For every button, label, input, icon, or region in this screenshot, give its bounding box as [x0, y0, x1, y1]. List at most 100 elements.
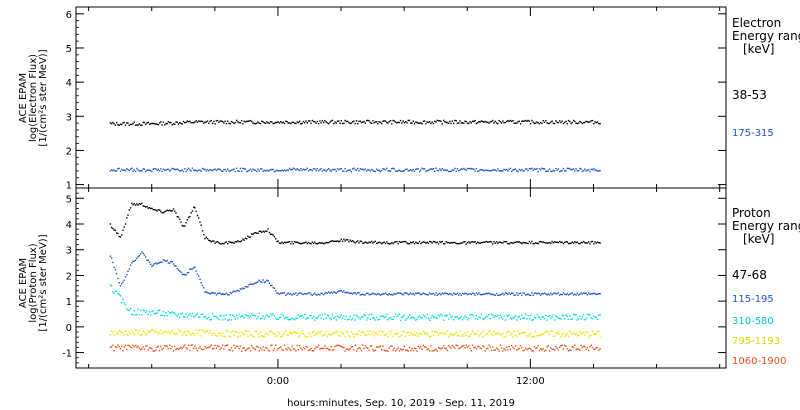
data-point	[201, 284, 204, 287]
data-point	[136, 257, 138, 259]
data-point	[141, 251, 143, 253]
data-point	[293, 319, 296, 321]
data-point	[531, 336, 533, 338]
data-point	[353, 348, 355, 351]
data-point	[174, 345, 176, 348]
data-point	[411, 316, 413, 319]
data-point	[415, 319, 417, 321]
data-point	[413, 317, 416, 320]
data-point	[147, 349, 149, 351]
data-point	[319, 294, 321, 296]
data-point	[391, 242, 393, 244]
data-point	[329, 349, 331, 351]
data-point	[177, 269, 180, 271]
data-point	[576, 319, 578, 321]
data-point	[201, 167, 204, 170]
data-point	[277, 347, 279, 350]
data-point	[194, 266, 196, 268]
data-point	[560, 318, 562, 320]
data-point	[420, 332, 422, 335]
data-point	[533, 335, 536, 338]
data-point	[543, 350, 546, 352]
data-point	[512, 317, 514, 319]
data-point	[595, 293, 597, 296]
data-point	[577, 122, 580, 124]
data-point	[227, 120, 229, 122]
data-point	[484, 350, 486, 352]
data-point	[203, 168, 205, 170]
data-point	[235, 345, 238, 347]
data-point	[499, 294, 502, 296]
data-point	[490, 120, 493, 123]
data-point	[131, 123, 133, 126]
data-point	[503, 240, 505, 243]
data-point	[286, 241, 288, 243]
data-point	[523, 331, 525, 334]
data-point	[512, 169, 514, 171]
data-point	[264, 347, 267, 349]
data-point	[340, 168, 342, 170]
data-point	[474, 119, 476, 122]
data-point	[317, 315, 320, 318]
data-point	[378, 121, 380, 123]
data-point	[513, 348, 515, 350]
data-point	[547, 122, 549, 125]
data-point	[589, 170, 591, 173]
data-point	[193, 332, 195, 335]
electron-legend-38-53: 38-53	[732, 88, 767, 102]
data-point	[450, 241, 452, 244]
data-point	[528, 334, 531, 336]
data-point	[344, 240, 346, 242]
data-point	[459, 242, 461, 245]
data-point	[218, 121, 220, 123]
data-point	[499, 241, 502, 243]
data-point	[440, 241, 442, 244]
data-point	[583, 240, 585, 243]
data-point	[355, 120, 358, 122]
data-point	[195, 314, 197, 316]
data-point	[494, 169, 496, 171]
data-point	[575, 348, 577, 351]
data-point	[420, 122, 422, 124]
data-point	[394, 170, 397, 172]
data-point	[291, 332, 293, 335]
data-point	[596, 293, 599, 295]
data-point	[577, 170, 580, 172]
data-point	[258, 122, 260, 124]
data-point	[285, 316, 287, 318]
series-1060-1900	[109, 344, 601, 352]
data-point	[319, 169, 321, 171]
data-point	[492, 314, 494, 316]
data-point	[513, 168, 515, 171]
data-point	[134, 124, 137, 126]
data-point	[421, 316, 423, 319]
data-point	[184, 225, 186, 227]
data-point	[509, 317, 512, 319]
data-point	[232, 350, 234, 352]
data-point	[179, 316, 181, 318]
data-point	[483, 318, 485, 320]
data-point	[292, 243, 295, 245]
data-point	[410, 122, 412, 124]
data-point	[230, 319, 233, 321]
data-point	[354, 344, 356, 346]
data-point	[206, 292, 209, 294]
data-point	[507, 349, 509, 351]
data-point	[531, 350, 533, 352]
data-point	[562, 242, 565, 245]
data-point	[468, 345, 470, 347]
data-point	[179, 347, 181, 350]
data-point	[344, 350, 346, 352]
data-point	[560, 170, 562, 172]
data-point	[271, 314, 273, 316]
data-point	[145, 345, 147, 347]
data-point	[119, 295, 122, 297]
data-point	[480, 169, 483, 171]
data-point	[560, 121, 562, 124]
data-point	[524, 294, 527, 296]
data-point	[215, 294, 218, 296]
data-point	[489, 240, 491, 243]
x-tick-label: 12:00	[516, 376, 545, 387]
data-point	[219, 348, 221, 350]
